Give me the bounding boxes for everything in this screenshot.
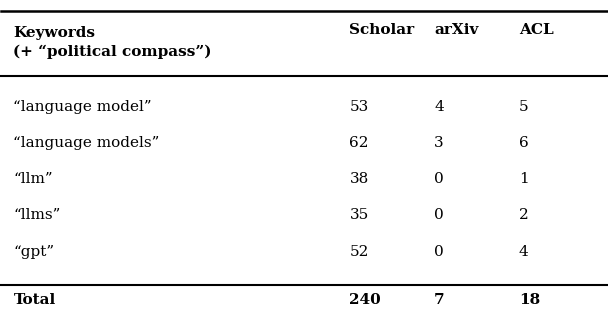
Text: arXiv: arXiv [434, 24, 478, 38]
Text: 0: 0 [434, 208, 444, 222]
Text: 6: 6 [519, 136, 528, 150]
Text: “gpt”: “gpt” [13, 245, 55, 259]
Text: Keywords
(+ “political compass”): Keywords (+ “political compass”) [13, 26, 212, 59]
Text: Scholar: Scholar [350, 24, 415, 38]
Text: “llms”: “llms” [13, 208, 61, 222]
Text: 0: 0 [434, 245, 444, 259]
Text: 3: 3 [434, 136, 444, 150]
Text: “language models”: “language models” [13, 136, 160, 150]
Text: 0: 0 [434, 172, 444, 186]
Text: 18: 18 [519, 293, 540, 307]
Text: 7: 7 [434, 293, 444, 307]
Text: 4: 4 [519, 245, 528, 259]
Text: 38: 38 [350, 172, 368, 186]
Text: 5: 5 [519, 100, 528, 114]
Text: 35: 35 [350, 208, 368, 222]
Text: 62: 62 [350, 136, 369, 150]
Text: Total: Total [13, 293, 56, 307]
Text: 53: 53 [350, 100, 368, 114]
Text: “llm”: “llm” [13, 172, 53, 186]
Text: 4: 4 [434, 100, 444, 114]
Text: 1: 1 [519, 172, 528, 186]
Text: “language model”: “language model” [13, 100, 152, 114]
Text: 240: 240 [350, 293, 381, 307]
Text: 2: 2 [519, 208, 528, 222]
Text: 52: 52 [350, 245, 369, 259]
Text: ACL: ACL [519, 24, 554, 38]
